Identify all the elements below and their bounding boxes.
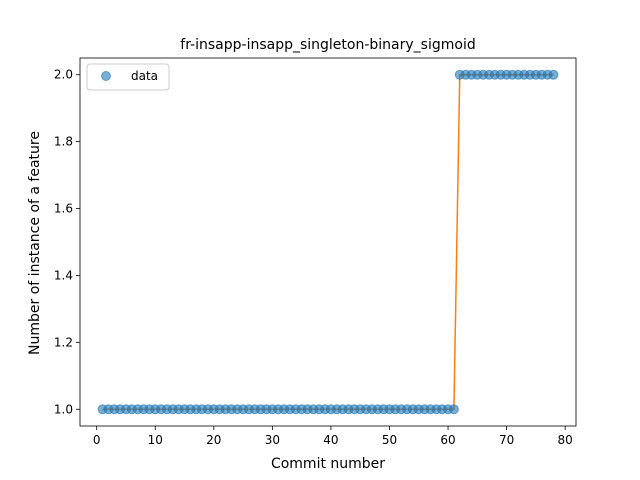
y-tick-label: 1.2 xyxy=(54,335,73,349)
x-tick-label: 30 xyxy=(265,433,280,447)
legend-frame xyxy=(86,63,170,91)
y-axis-title: Number of instance of a feature xyxy=(27,131,43,355)
x-tick-label: 0 xyxy=(93,433,101,447)
x-tick-label: 40 xyxy=(323,433,338,447)
data-point xyxy=(448,404,459,415)
x-tick-label: 60 xyxy=(440,433,455,447)
y-tick-label: 2.0 xyxy=(54,68,73,82)
x-tick-label: 50 xyxy=(382,433,397,447)
x-tick-label: 80 xyxy=(558,433,573,447)
legend: data xyxy=(86,63,170,91)
x-tick-label: 70 xyxy=(499,433,514,447)
plot-area: 0 10 20 30 40 50 60 70 80 1.0 1.2 1.4 1.6 1.8 2.0 xyxy=(54,57,577,447)
x-tick-label: 10 xyxy=(148,433,163,447)
legend-marker-data xyxy=(101,71,111,81)
chart-title: fr-insapp-insapp_singleton-binary_sigmoi… xyxy=(180,37,475,53)
x-axis-title: Commit number xyxy=(271,456,385,472)
x-tick-label: 20 xyxy=(206,433,221,447)
plot-frame xyxy=(79,57,577,427)
y-tick-label: 1.0 xyxy=(54,402,73,416)
legend-label-data: data xyxy=(131,69,158,83)
y-tick-label: 1.4 xyxy=(54,268,73,282)
data-point xyxy=(548,69,559,80)
y-tick-label: 1.6 xyxy=(54,202,73,216)
y-tick-label: 1.8 xyxy=(54,135,73,149)
